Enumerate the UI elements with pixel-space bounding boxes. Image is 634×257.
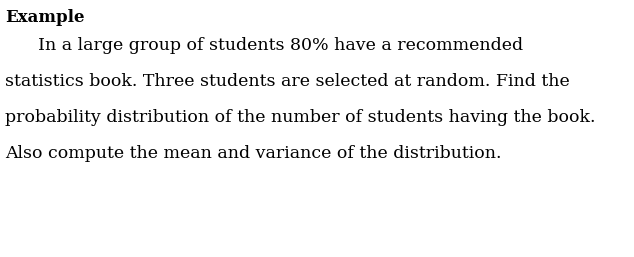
Text: statistics book. Three students are selected at random. Find the: statistics book. Three students are sele… (5, 73, 570, 90)
Text: In a large group of students 80% have a recommended: In a large group of students 80% have a … (5, 37, 523, 54)
Text: Also compute the mean and variance of the distribution.: Also compute the mean and variance of th… (5, 145, 501, 162)
Text: probability distribution of the number of students having the book.: probability distribution of the number o… (5, 109, 595, 126)
Text: Example: Example (5, 9, 84, 26)
